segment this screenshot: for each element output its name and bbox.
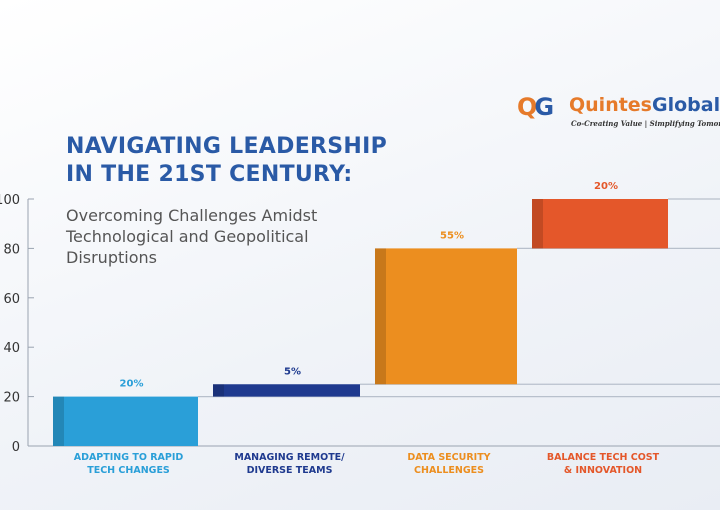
category-label: DIVERSE TEAMS: [247, 465, 333, 476]
category-label: DATA SECURITY: [407, 452, 490, 463]
data-label: 20%: [594, 181, 618, 192]
title-line-1: NAVIGATING LEADERSHIP: [66, 134, 388, 159]
y-tick-label: 80: [3, 242, 20, 257]
y-tick-label: 100: [0, 193, 20, 208]
category-label: CHALLENGES: [414, 465, 484, 476]
category-label: BALANCE TECH COST: [547, 452, 660, 463]
bar: [53, 396, 198, 446]
data-label: 20%: [120, 379, 144, 390]
bar: [375, 248, 517, 385]
subtitle: Overcoming Challenges Amidst Technologic…: [66, 206, 318, 267]
title-line-2: IN THE 21ST CENTURY:: [66, 162, 353, 187]
bar: [532, 199, 668, 249]
data-label: 55%: [440, 230, 464, 241]
y-tick-label: 20: [3, 391, 20, 406]
y-tick-label: 0: [12, 440, 20, 455]
category-label: TECH CHANGES: [87, 465, 170, 476]
y-tick-label: 60: [3, 292, 20, 307]
logo-name: QuintesGlobal: [569, 94, 720, 116]
category-label: & INNOVATION: [564, 465, 642, 476]
bar-side-shade: [375, 248, 386, 385]
category-label: MANAGING REMOTE/: [234, 452, 345, 463]
logo-mark: QG: [517, 93, 554, 121]
logo-tagline: Co-Creating Value | Simplifying Tomorrow: [571, 119, 720, 128]
data-label: 5%: [284, 366, 301, 377]
bar-side-shade: [532, 199, 543, 249]
page-title: NAVIGATING LEADERSHIP IN THE 21ST CENTUR…: [66, 133, 387, 189]
bar-side-shade: [53, 396, 64, 446]
category-label: ADAPTING TO RAPID: [74, 452, 184, 463]
bar: [213, 384, 360, 397]
bar-side-shade: [213, 384, 224, 397]
y-tick-label: 40: [3, 341, 20, 356]
